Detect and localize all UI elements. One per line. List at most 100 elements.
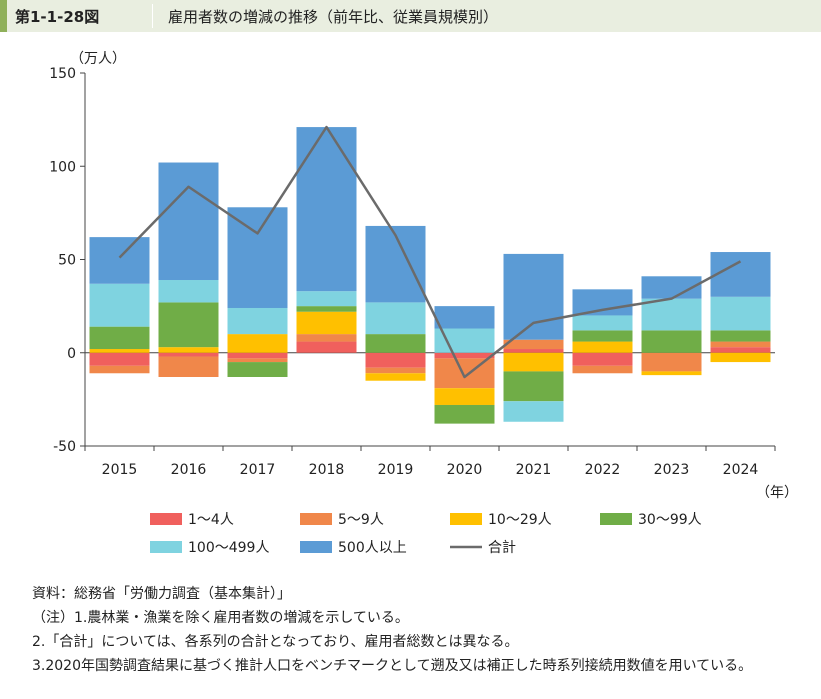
bar-segment: [365, 225, 426, 303]
bar-segment: [503, 349, 564, 353]
legend-swatch: [300, 513, 332, 525]
chart-legend: 1～4人 5～9人 10～29人 30～99人 100～499人 500人以上 合計: [150, 512, 702, 556]
legend-label: 30～99人: [638, 512, 702, 528]
bar-segment: [158, 162, 219, 281]
y-tick-label: 50: [58, 253, 76, 269]
bar-segment: [572, 330, 633, 342]
chart-bars: [89, 127, 771, 424]
bar-segment: [365, 373, 426, 381]
bar-segment: [710, 330, 771, 342]
bar-segment: [434, 388, 495, 405]
figure-title: 雇用者数の増減の推移（前年比、従業員規模別）: [168, 8, 499, 26]
y-tick-label: 100: [49, 159, 76, 175]
figure-notes: 資料：総務省「労働力調査（基本集計）」 （注）1.農林業・漁業を除く雇用者数の増…: [32, 582, 802, 678]
bar-segment: [710, 296, 771, 331]
header-divider: [152, 4, 153, 28]
bar-segment: [227, 307, 288, 335]
bar-segment: [641, 371, 702, 376]
legend-swatch: [150, 541, 182, 553]
bar-segment: [503, 371, 564, 402]
bar-segment: [89, 283, 150, 327]
bar-segment: [296, 341, 357, 353]
bar-segment: [89, 349, 150, 353]
bar-segment: [572, 315, 633, 331]
bar-segment: [503, 339, 564, 350]
stacked-bar-chart: 150 100 50 0 -50 2015 2016 2017 2018 2019 2020 2021…: [49, 51, 798, 556]
total-line-layer: [118, 125, 742, 379]
legend-label: 合計: [488, 540, 516, 556]
bar-segment: [572, 341, 633, 353]
legend-label: 5～9人: [338, 512, 384, 528]
bar-segment: [710, 352, 771, 363]
bar-segment: [89, 352, 150, 366]
figure-header: 第1-1-28図 雇用者数の増減の推移（前年比、従業員規模別）: [0, 0, 821, 32]
x-tick-label: 2022: [585, 462, 621, 478]
legend-label: 1～4人: [188, 512, 234, 528]
x-tick-label: 2020: [447, 462, 483, 478]
bar-segment: [641, 330, 702, 353]
note-source: 資料：総務省「労働力調査（基本集計）」: [32, 586, 291, 602]
bar-segment: [365, 334, 426, 353]
bar-segment: [434, 358, 495, 389]
bar-segment: [503, 352, 564, 372]
x-tick-label: 2017: [240, 462, 276, 478]
bar-segment: [503, 401, 564, 422]
x-tick-label: 2019: [378, 462, 414, 478]
bar-segment: [158, 280, 219, 303]
bar-segment: [710, 341, 771, 348]
x-tick-label: 2023: [654, 462, 690, 478]
x-tick-label: 2016: [171, 462, 207, 478]
bar-segment: [641, 298, 702, 331]
bar-segment: [641, 352, 702, 372]
bar-segment: [503, 253, 564, 340]
legend-label: 500人以上: [338, 540, 407, 556]
bar-segment: [365, 352, 426, 368]
bar-segment: [434, 306, 495, 329]
y-tick-label: 150: [49, 66, 76, 82]
bar-segment: [296, 334, 357, 342]
legend-swatch: [600, 513, 632, 525]
bar-segment: [158, 302, 219, 348]
bar-segment: [296, 291, 357, 307]
y-tick-label: 0: [67, 346, 76, 362]
bar-segment: [572, 352, 633, 366]
chart-axes: 150 100 50 0 -50 2015 2016 2017 2018 2019 2020 2021…: [49, 51, 798, 501]
bar-segment: [227, 352, 288, 359]
bar-segment: [89, 326, 150, 350]
bar-segment: [227, 358, 288, 363]
bar-segment: [296, 306, 357, 312]
x-unit-label: （年）: [756, 485, 798, 501]
x-tick-label: 2018: [309, 462, 345, 478]
bar-segment: [710, 252, 771, 297]
bar-segment: [227, 334, 288, 353]
bar-segment: [365, 302, 426, 335]
bar-segment: [641, 276, 702, 299]
bar-segment: [710, 347, 771, 353]
bar-segment: [227, 207, 288, 308]
note-2: 2.「合計」については、各系列の合計となっており、雇用者総数とは異なる。: [32, 634, 519, 650]
legend-swatch: [150, 513, 182, 525]
x-tick-label: 2015: [102, 462, 138, 478]
bar-segment: [89, 237, 150, 284]
bar-segment: [365, 367, 426, 374]
bar-segment: [227, 362, 288, 377]
y-unit-label: （万人）: [70, 51, 126, 67]
bar-segment: [296, 127, 357, 292]
bar-segment: [434, 328, 495, 353]
bar-segment: [296, 311, 357, 335]
figure-label: 第1-1-28図: [15, 8, 100, 26]
bar-segment: [158, 356, 219, 377]
header-accent-bar: [0, 0, 7, 32]
legend-swatch: [300, 541, 332, 553]
legend-label: 100～499人: [188, 540, 269, 556]
bar-segment: [89, 365, 150, 374]
bar-segment: [158, 347, 219, 353]
note-1: （注）1.農林業・漁業を除く雇用者数の増減を示している。: [32, 610, 409, 626]
note-3: 3.2020年国勢調査結果に基づく推計人口をベンチマークとして遡及又は補正した時…: [32, 658, 753, 674]
bar-segment: [434, 352, 495, 359]
legend-label: 10～29人: [488, 512, 552, 528]
legend-swatch: [450, 513, 482, 525]
bar-segment: [572, 289, 633, 316]
bar-segment: [158, 352, 219, 357]
bar-segment: [434, 404, 495, 424]
